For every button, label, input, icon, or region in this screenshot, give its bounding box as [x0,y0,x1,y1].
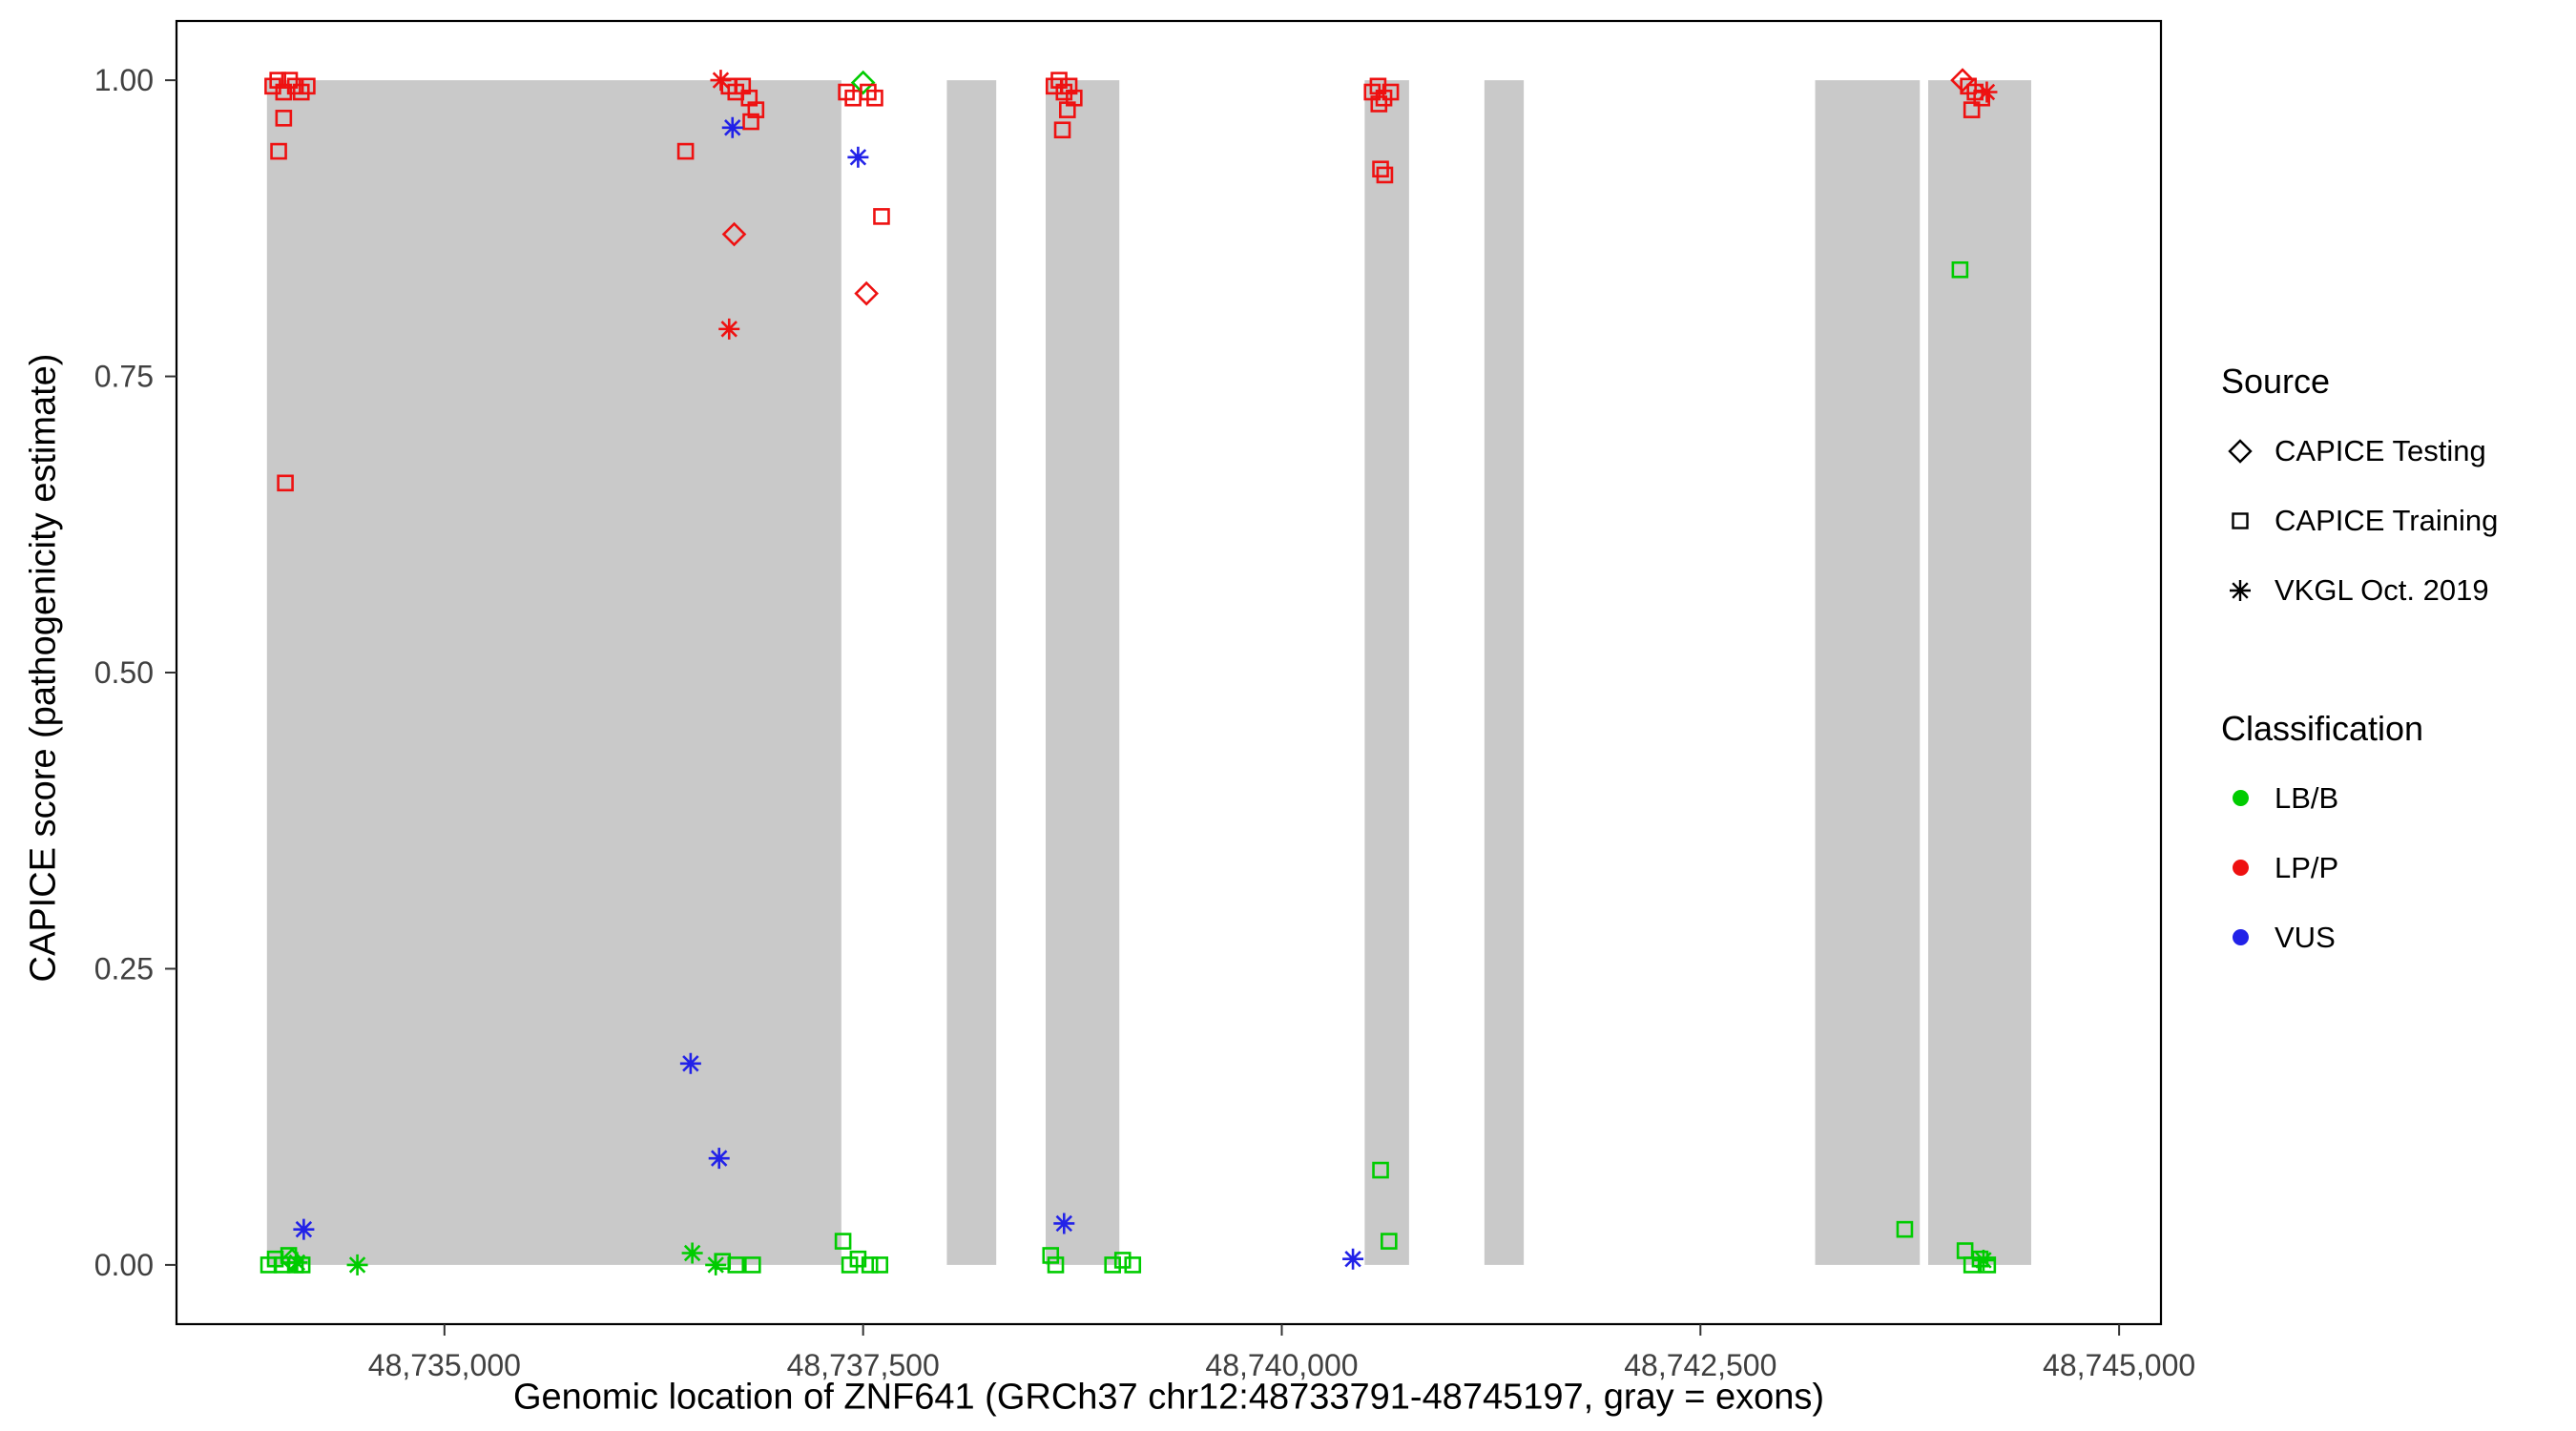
data-point-square [744,1256,761,1274]
data-point-square [873,208,890,225]
legend-item-vkgl: VKGL Oct. 2019 [2221,555,2498,625]
data-point-square [747,101,765,118]
legend-source-items: CAPICE Testing CAPICE Training VKGL Oct.… [2221,416,2498,625]
classification-dot [2232,860,2249,876]
data-point-square [299,77,316,95]
green-dot-icon [2221,779,2259,818]
data-point-square [1370,95,1388,113]
data-point-asterisk [721,116,743,138]
data-point-diamond [280,1248,304,1273]
legend-item-capice-testing: CAPICE Testing [2221,416,2498,486]
x-tick-label: 48,740,000 [1205,1348,1358,1382]
square-icon [2221,502,2259,540]
exon-bar [1484,80,1525,1265]
data-point-square [1060,77,1078,95]
data-point-square [1896,1220,1914,1238]
legend-source-title: Source [2221,362,2331,401]
legend-item-label: VUS [2275,920,2336,954]
classification-dot [2232,790,2249,806]
legend-item-label: LB/B [2275,780,2339,815]
data-point-diamond [1950,68,1975,93]
exon-bar [1364,80,1409,1265]
legend-item-label: CAPICE Training [2275,503,2499,537]
data-point-asterisk [1342,1248,1364,1270]
data-point-square [1951,260,1969,279]
data-point-square [1376,166,1394,184]
legend-item-label: CAPICE Testing [2275,433,2486,467]
y-tick-label: 0.25 [94,951,154,985]
legend-item-lbb: LB/B [2221,763,2423,833]
asterisk-icon [2221,571,2259,610]
data-point-asterisk [681,1242,703,1264]
data-point-asterisk [718,318,740,340]
data-point-square [1979,1256,1997,1274]
x-tick-label: 48,737,500 [787,1348,940,1382]
data-point-diamond [854,280,880,306]
data-point-asterisk [346,1254,368,1275]
data-point-square [1042,1247,1060,1264]
data-point-square [861,1256,879,1274]
legend-classification-items: LB/B LP/P VUS [2221,763,2423,972]
y-tick-label: 0.00 [94,1248,154,1282]
data-point-square [277,474,294,492]
data-point-asterisk [1976,81,1998,103]
data-point-square [1113,1252,1132,1269]
data-point-square [1381,83,1400,101]
data-point-asterisk [1053,1213,1075,1234]
data-point-square [676,142,695,160]
data-point-square [1381,1233,1398,1250]
data-point-diamond [721,221,747,247]
legend-item-label: LP/P [2275,850,2339,884]
x-tick-label: 48,735,000 [368,1348,521,1382]
data-point-square [1963,101,1981,118]
legend-item-lpp: LP/P [2221,833,2423,902]
data-point-square [871,1256,889,1274]
data-point-asterisk [286,1252,308,1274]
data-point-asterisk [1972,1249,1994,1271]
x-tick-label: 48,742,500 [1624,1348,1776,1382]
data-point-square [270,142,287,160]
data-point-asterisk [293,1218,315,1240]
y-tick-label: 0.50 [94,655,154,690]
classification-dot [2232,929,2249,945]
exon-bar [946,80,997,1265]
data-point-square [742,113,759,131]
data-point-square [866,89,883,107]
legend-classification-title: Classification [2221,709,2424,748]
data-point-square [1047,1256,1065,1274]
legend-item-vus: VUS [2221,902,2423,972]
data-point-square [1059,101,1076,118]
data-point-square [1104,1256,1121,1274]
exon-bar [1815,80,1921,1265]
data-point-square [1372,1161,1389,1179]
y-axis-title: CAPICE score (pathogenicity estimate) [23,353,64,983]
blue-dot-icon [2221,919,2259,957]
data-point-asterisk [708,1148,730,1170]
exon-bar [1928,80,2031,1265]
y-tick-label: 1.00 [94,63,154,97]
legend-item-capice-training: CAPICE Training [2221,486,2498,555]
exon-bar [1045,80,1120,1265]
data-point-square [1053,121,1071,139]
y-tick-label: 0.75 [94,360,154,394]
x-axis-title: Genomic location of ZNF641 (GRCh37 chr12… [512,1377,1825,1418]
diamond-icon [2221,432,2259,470]
data-point-square [269,72,286,89]
data-point-square [834,1233,852,1250]
data-point-asterisk [847,146,869,168]
exon-bar [266,80,841,1265]
x-tick-label: 48,745,000 [2043,1348,2195,1382]
red-dot-icon [2221,849,2259,887]
data-point-diamond [850,70,876,95]
data-point-square [275,110,293,127]
legend-source: Source CAPICE Testing CAPICE Training [2221,361,2498,625]
legend-classification: Classification LB/B LP/P VUS [2221,708,2423,972]
data-point-square [1124,1256,1142,1274]
legend-item-label: VKGL Oct. 2019 [2275,572,2489,607]
data-point-asterisk [679,1052,701,1074]
data-point-square [727,1256,745,1274]
